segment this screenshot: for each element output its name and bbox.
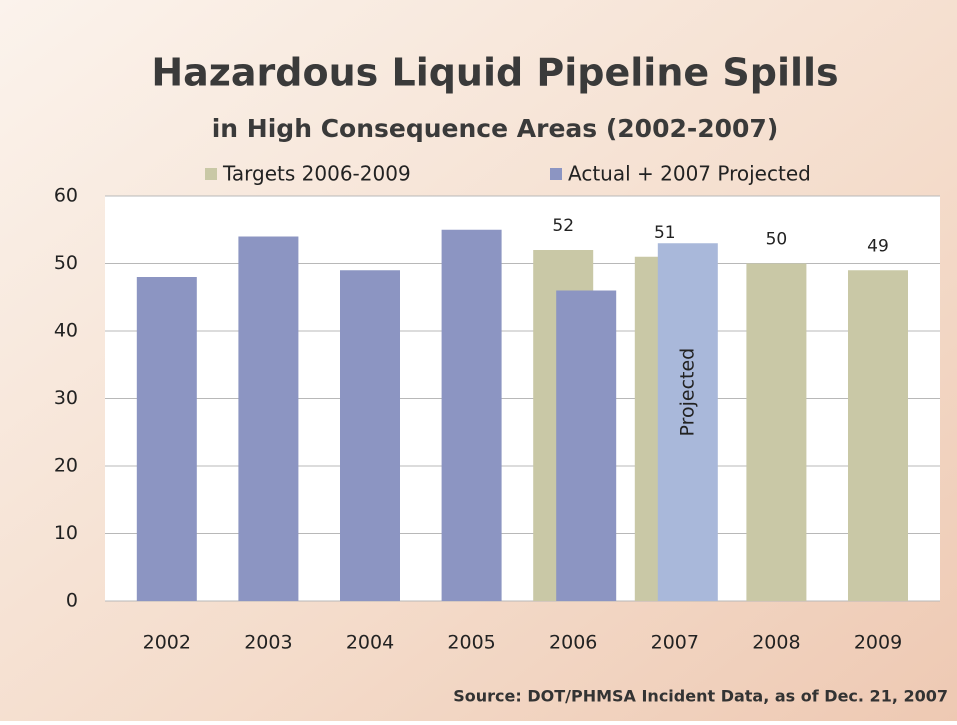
- chart-title: Hazardous Liquid Pipeline Spills: [151, 51, 838, 95]
- bar: [340, 270, 400, 601]
- bar: [848, 270, 908, 601]
- x-tick-label: 2002: [143, 632, 191, 654]
- bar: [441, 229, 502, 601]
- bar: [746, 263, 807, 601]
- x-tick-label: 2006: [549, 632, 597, 654]
- bar: [238, 236, 299, 601]
- y-tick-label: 50: [54, 252, 78, 274]
- source: Source: DOT/PHMSA Incident Data, as of D…: [453, 687, 948, 706]
- x-tick-label: 2009: [854, 632, 902, 654]
- y-tick-label: 0: [66, 590, 78, 612]
- x-tick-label: 2005: [447, 632, 495, 654]
- legend-label: Actual + 2007 Projected: [568, 162, 811, 186]
- bar: [657, 243, 718, 601]
- legend-label: Targets 2006-2009: [222, 162, 411, 186]
- x-tick-label: 2007: [651, 632, 699, 654]
- bar: [556, 290, 617, 601]
- x-tick-label: 2004: [346, 632, 394, 654]
- y-tick-label: 10: [54, 522, 78, 544]
- legend-swatch: [550, 168, 562, 180]
- y-tick-label: 30: [54, 387, 78, 409]
- data-label: 51: [654, 223, 676, 243]
- bar: [136, 277, 197, 601]
- data-label: 52: [552, 216, 574, 236]
- y-tick-label: 40: [54, 320, 78, 342]
- annotation: Projected: [676, 348, 698, 437]
- y-tick-label: 20: [54, 455, 78, 477]
- chart-subtitle: in High Consequence Areas (2002-2007): [212, 114, 779, 143]
- x-tick-label: 2008: [752, 632, 800, 654]
- legend-swatch: [205, 168, 217, 180]
- x-tick-label: 2003: [244, 632, 292, 654]
- data-label: 49: [867, 236, 889, 256]
- y-tick-label: 60: [54, 185, 78, 207]
- data-label: 50: [766, 230, 788, 250]
